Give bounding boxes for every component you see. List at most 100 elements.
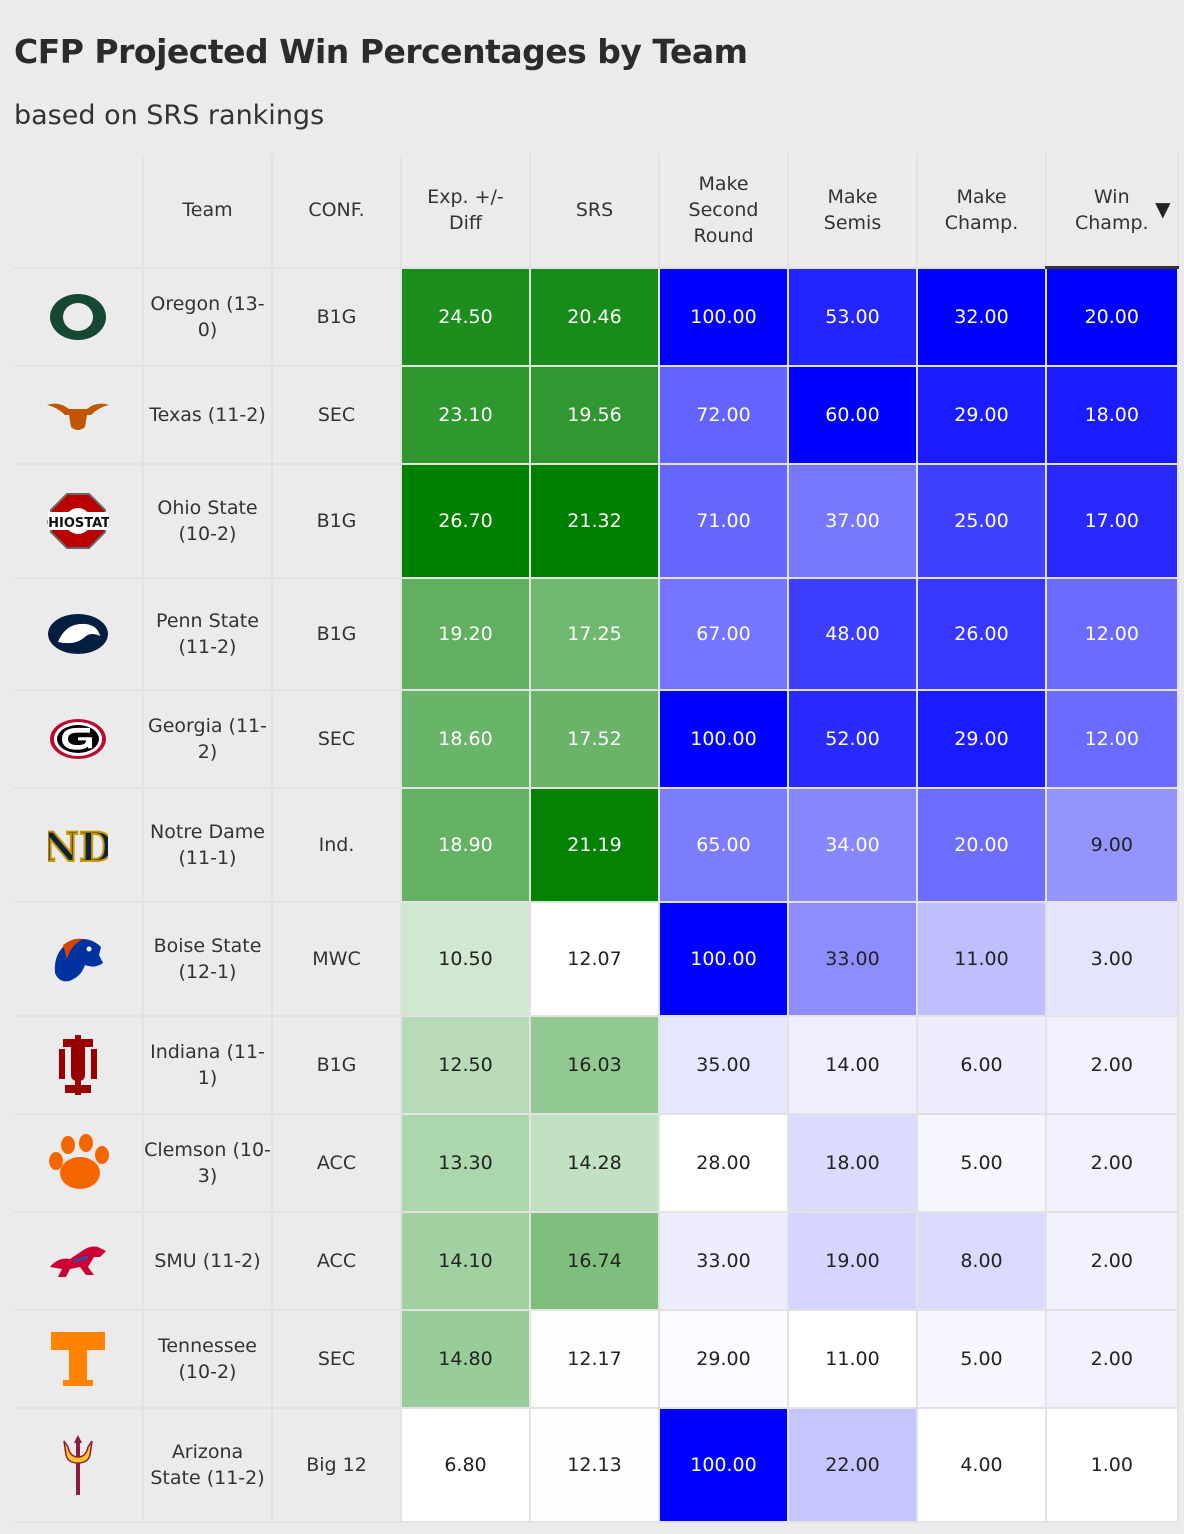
make-semis-cell: 18.00 <box>788 1113 918 1213</box>
team-name: Ohio State (10-2) <box>143 463 273 579</box>
win-champ-cell: 2.00 <box>1046 1211 1179 1311</box>
conference: Ind. <box>272 787 402 903</box>
conference: ACC <box>272 1113 402 1213</box>
make-champ-cell: 8.00 <box>917 1211 1047 1311</box>
nittany-lion-logo-icon <box>14 612 142 656</box>
header-make-second-round[interactable]: Make Second Round <box>659 154 789 269</box>
team-name: Tennessee (10-2) <box>143 1309 273 1409</box>
srs-cell: 16.03 <box>530 1015 660 1115</box>
make-second-round-cell: 33.00 <box>659 1211 789 1311</box>
exp-diff-cell: 14.10 <box>401 1211 531 1311</box>
make-semis-cell: 37.00 <box>788 463 918 579</box>
win-champ-cell: 20.00 <box>1046 267 1179 367</box>
make-champ-cell: 5.00 <box>917 1113 1047 1213</box>
header-make-champ[interactable]: Make Champ. <box>917 154 1047 269</box>
conference: SEC <box>272 689 402 789</box>
team-logo: ND <box>14 787 144 903</box>
exp-diff-cell: 19.20 <box>401 577 531 691</box>
indiana-iu-logo-icon <box>14 1034 142 1095</box>
exp-diff-cell: 14.80 <box>401 1309 531 1409</box>
make-second-round-cell: 100.00 <box>659 1407 789 1523</box>
page-title: CFP Projected Win Percentages by Team <box>14 32 748 71</box>
team-logo <box>14 1407 144 1523</box>
team-logo <box>14 1309 144 1409</box>
table-row: Arizona State (11-2) Big 12 6.80 12.13 100.0… <box>14 1407 1179 1523</box>
conference: MWC <box>272 901 402 1017</box>
exp-diff-cell: 18.90 <box>401 787 531 903</box>
page-subtitle: based on SRS rankings <box>14 100 325 131</box>
exp-diff-cell: 24.50 <box>401 267 531 367</box>
team-name: Penn State (11-2) <box>143 577 273 691</box>
exp-diff-cell: 23.10 <box>401 365 531 465</box>
table-row: Boise State (12-1) MWC 10.50 12.07 100.00 33.… <box>14 901 1179 1017</box>
tennessee-t-logo-icon <box>14 1330 142 1388</box>
make-second-round-cell: 100.00 <box>659 901 789 1017</box>
exp-diff-cell: 26.70 <box>401 463 531 579</box>
team-logo <box>14 689 144 789</box>
table-row: Oregon (13-0) B1G 24.50 20.46 100.00 53.00 32.… <box>14 267 1179 367</box>
conference: Big 12 <box>272 1407 402 1523</box>
win-champ-cell: 3.00 <box>1046 901 1179 1017</box>
make-second-round-cell: 65.00 <box>659 787 789 903</box>
win-champ-cell: 18.00 <box>1046 365 1179 465</box>
team-logo <box>14 901 144 1017</box>
table-row: Tennessee (10-2) SEC 14.80 12.17 29.00 11.00 5… <box>14 1309 1179 1409</box>
longhorn-logo-icon <box>14 397 142 433</box>
win-champ-cell: 1.00 <box>1046 1407 1179 1523</box>
make-champ-cell: 20.00 <box>917 787 1047 903</box>
make-second-round-cell: 100.00 <box>659 689 789 789</box>
win-champ-cell: 2.00 <box>1046 1015 1179 1115</box>
svg-text:ND: ND <box>48 824 108 871</box>
make-champ-cell: 11.00 <box>917 901 1047 1017</box>
tiger-paw-logo-icon <box>14 1133 142 1193</box>
team-logo <box>14 1015 144 1115</box>
header-logo <box>14 154 144 269</box>
make-champ-cell: 26.00 <box>917 577 1047 691</box>
srs-cell: 16.74 <box>530 1211 660 1311</box>
make-semis-cell: 33.00 <box>788 901 918 1017</box>
conference: B1G <box>272 463 402 579</box>
bronco-logo-icon <box>14 933 142 985</box>
make-champ-cell: 4.00 <box>917 1407 1047 1523</box>
team-name: Boise State (12-1) <box>143 901 273 1017</box>
make-champ-cell: 29.00 <box>917 365 1047 465</box>
team-name: SMU (11-2) <box>143 1211 273 1311</box>
team-logo <box>14 1113 144 1213</box>
conference: ACC <box>272 1211 402 1311</box>
srs-cell: 21.32 <box>530 463 660 579</box>
exp-diff-cell: 13.30 <box>401 1113 531 1213</box>
team-logo <box>14 267 144 367</box>
make-second-round-cell: 35.00 <box>659 1015 789 1115</box>
team-name: Arizona State (11-2) <box>143 1407 273 1523</box>
team-logo <box>14 577 144 691</box>
team-name: Georgia (11-2) <box>143 689 273 789</box>
georgia-g-logo-icon <box>14 717 142 761</box>
make-semis-cell: 19.00 <box>788 1211 918 1311</box>
table-body: Oregon (13-0) B1G 24.50 20.46 100.00 53.00 32.… <box>14 267 1179 1523</box>
header-conf[interactable]: CONF. <box>272 154 402 269</box>
win-champ-cell: 2.00 <box>1046 1309 1179 1409</box>
make-champ-cell: 6.00 <box>917 1015 1047 1115</box>
exp-diff-cell: 10.50 <box>401 901 531 1017</box>
header-srs[interactable]: SRS <box>530 154 660 269</box>
table-row: Texas (11-2) SEC 23.10 19.56 72.00 60.00 29.00… <box>14 365 1179 465</box>
conference: SEC <box>272 365 402 465</box>
make-semis-cell: 22.00 <box>788 1407 918 1523</box>
table-row: SMU (11-2) ACC 14.10 16.74 33.00 19.00 8.00 2.0… <box>14 1211 1179 1311</box>
table-row: Penn State (11-2) B1G 19.20 17.25 67.00 48.00… <box>14 577 1179 691</box>
header-team[interactable]: Team <box>143 154 273 269</box>
oregon-o-logo-icon <box>14 291 142 343</box>
table-row: Indiana (11-1) B1G 12.50 16.03 35.00 14.00 6.0… <box>14 1015 1179 1115</box>
header-win-champ[interactable]: Win Champ. ▼ <box>1046 154 1179 269</box>
ohio-state-logo-icon: OHIOSTATE <box>14 490 142 552</box>
exp-diff-cell: 6.80 <box>401 1407 531 1523</box>
team-name: Clemson (10-3) <box>143 1113 273 1213</box>
srs-cell: 20.46 <box>530 267 660 367</box>
header-exp-diff[interactable]: Exp. +/- Diff <box>401 154 531 269</box>
conference: B1G <box>272 267 402 367</box>
table-row: OHIOSTATE Ohio State (10-2)B1G26.7021.327… <box>14 463 1179 579</box>
header-make-semis[interactable]: Make Semis <box>788 154 918 269</box>
make-second-round-cell: 72.00 <box>659 365 789 465</box>
conference: B1G <box>272 577 402 691</box>
pitchfork-logo-icon <box>14 1433 142 1497</box>
